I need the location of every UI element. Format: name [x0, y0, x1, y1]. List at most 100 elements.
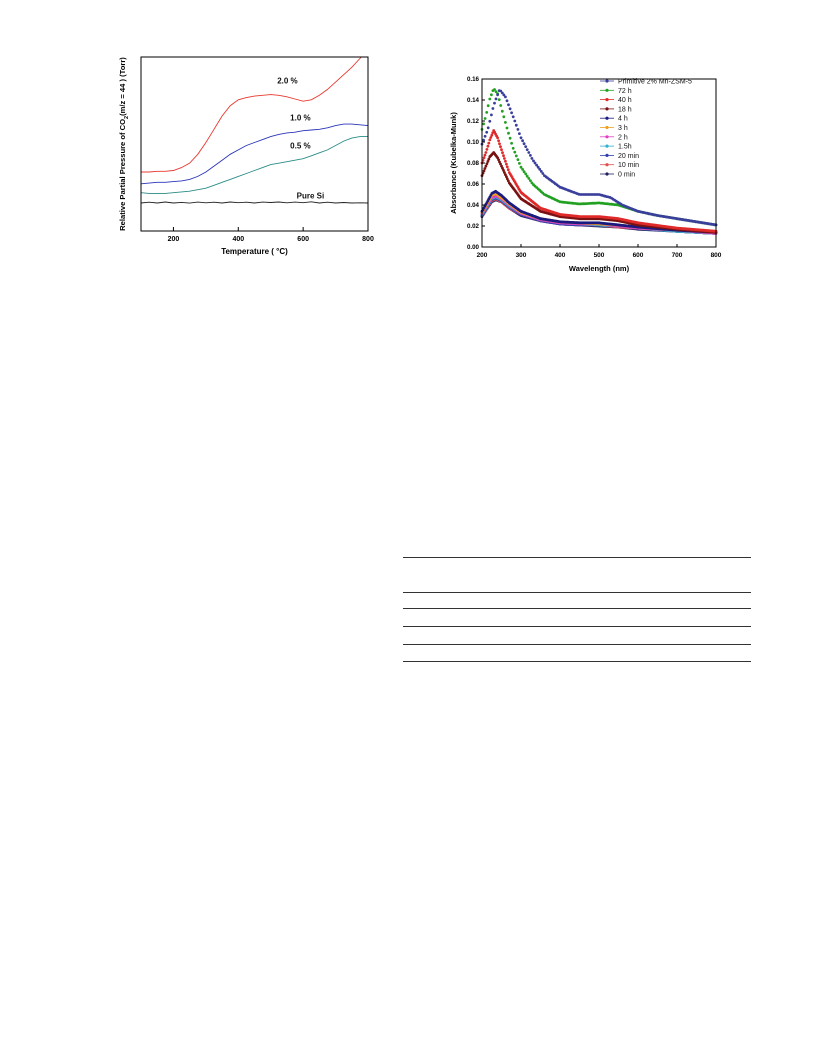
data-point [485, 111, 489, 114]
x-axis-label: Wavelength (nm) [569, 264, 630, 273]
data-point [500, 164, 503, 168]
data-point [501, 151, 504, 155]
data-point [485, 130, 489, 134]
data-point [522, 142, 526, 146]
data-point [497, 98, 501, 101]
legend-label: Primitive 2% Mn-ZSM-5 [618, 79, 692, 86]
table-rule [403, 608, 751, 609]
data-point [502, 169, 505, 172]
data-point [530, 157, 534, 160]
data-point [532, 159, 535, 163]
table-rule-bottom [403, 661, 751, 662]
data-point [507, 131, 510, 135]
y-tick-label: 0.16 [467, 76, 480, 83]
data-point [524, 145, 528, 148]
data-point [527, 177, 531, 180]
legend-marker [605, 107, 609, 111]
x-tick-label: 700 [672, 252, 683, 259]
x-tick-label: 200 [168, 236, 180, 243]
data-point [525, 174, 529, 178]
data-point [496, 136, 499, 140]
data-point [483, 153, 487, 157]
data-point [524, 172, 528, 176]
data-point [500, 148, 503, 152]
data-point [490, 133, 494, 137]
data-point [499, 89, 503, 93]
data-point [488, 119, 492, 123]
x-tick-label: 500 [594, 252, 605, 259]
y-axis-label: Absorbance (Kubelka-Munk) [449, 112, 458, 214]
data-point [497, 139, 500, 143]
data-point [506, 179, 510, 183]
data-point [488, 97, 492, 101]
table-rule [403, 592, 751, 593]
data-point [486, 144, 490, 148]
data-point [490, 93, 493, 97]
data-point [521, 139, 524, 143]
tpd-chart-svg: 2.0 % 1.0 % 0.5 % Pure Si 200 400 600 800 Temper… [118, 56, 374, 256]
data-point [514, 154, 518, 158]
data-point [507, 103, 510, 107]
y-tick-label: 0.04 [467, 202, 480, 209]
legend-label: 10 min [618, 162, 639, 169]
data-point [529, 154, 532, 157]
y-tick-label: 0.00 [467, 244, 480, 251]
data-point [521, 168, 524, 171]
series-markers [480, 151, 718, 234]
data-point [522, 170, 526, 174]
data-point [483, 167, 487, 170]
x-tick-label: 200 [477, 252, 488, 259]
data-point [533, 161, 537, 165]
data-point [505, 99, 509, 103]
data-point [497, 158, 500, 162]
series-line [141, 57, 362, 173]
data-point [518, 162, 521, 165]
legend-marker [605, 163, 609, 167]
legend-label: 0 min [618, 172, 635, 179]
x-axis-label: Temperature ( °C) [221, 247, 288, 256]
table-rule-top [403, 557, 751, 558]
data-point [486, 126, 490, 130]
series-markers [480, 88, 718, 227]
series-line [141, 136, 368, 194]
data-point [506, 168, 510, 172]
data-point [513, 119, 517, 123]
data-point [527, 151, 531, 154]
data-point [513, 150, 517, 154]
legend-label: 1.5h [618, 144, 632, 151]
data-point [502, 93, 506, 97]
table-rule [403, 626, 751, 627]
data-point [486, 160, 490, 163]
x-tick-label: 600 [633, 252, 644, 259]
data-point [482, 156, 486, 160]
y-tick-label: 0.08 [467, 160, 480, 167]
legend-label: 3 h [618, 125, 628, 132]
data-point [505, 177, 509, 181]
data-point [487, 141, 491, 145]
series-label: Pure Si [297, 192, 325, 201]
data-point [505, 175, 508, 178]
y-axis-label: Relative Partial Pressure of CO2(m/z = 4… [118, 57, 130, 231]
data-point [500, 109, 504, 113]
data-point [519, 136, 523, 140]
data-point [503, 171, 506, 174]
data-point [519, 165, 523, 169]
y-tick-label: 0.12 [467, 118, 480, 125]
data-point [493, 88, 496, 91]
data-point [530, 181, 534, 185]
legend-label: 18 h [618, 106, 632, 113]
data-point [502, 154, 505, 158]
data-point [504, 159, 507, 163]
data-point [539, 170, 543, 173]
legend-marker [605, 79, 609, 83]
data-point [525, 148, 529, 151]
series-markers [480, 89, 718, 227]
uv-vis-chart-svg: 200 300 400 500 600 700 800 0.00 0.02 0.04 0.06 0.0… [449, 76, 722, 273]
data-point [510, 111, 513, 115]
y-tick-label: 0.02 [467, 223, 480, 230]
legend-marker [605, 144, 609, 148]
plot-frame [140, 56, 369, 232]
data-point [483, 117, 487, 120]
data-point [518, 132, 521, 135]
data-point [501, 166, 504, 170]
